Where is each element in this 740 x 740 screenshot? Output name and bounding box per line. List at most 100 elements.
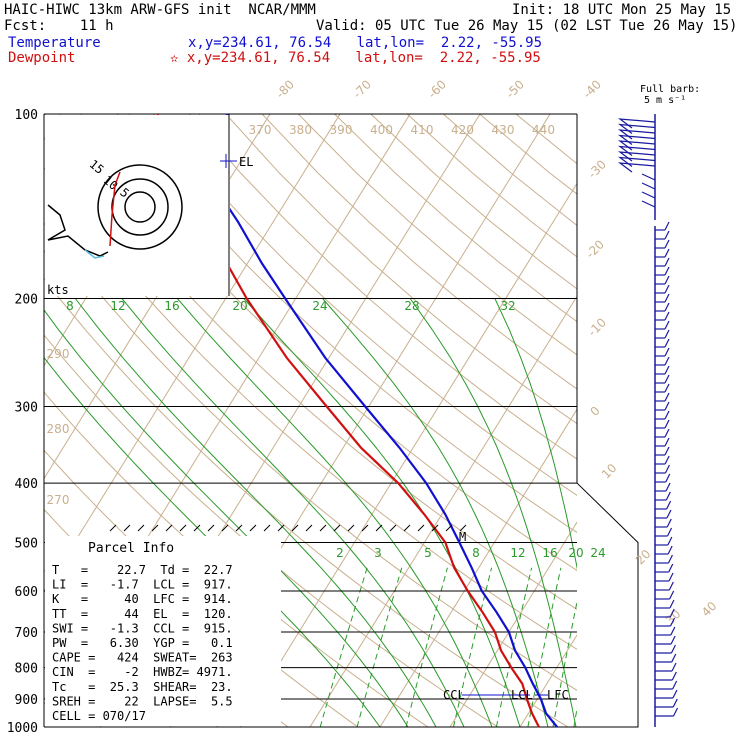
isotherm-line: [379, 408, 577, 727]
dry-adiabat-line: [80, 114, 577, 572]
header-line2-right: Valid: 05 UTC Tue 26 May 15 (02 LST Tue …: [316, 18, 738, 34]
dry-adiabat-line: [44, 277, 569, 727]
wind-barb-flag: [672, 698, 678, 708]
wind-barb-flag: [666, 500, 672, 510]
wind-barb-flag: [664, 320, 670, 330]
isotherm-label: -30: [585, 157, 609, 181]
freezing-level-hatch: [207, 524, 215, 532]
wind-barb-flag: [667, 536, 673, 546]
isotherm-line: [309, 295, 577, 727]
mixing-ratio-label: 2: [336, 546, 344, 560]
freezing-level-hatch: [249, 524, 257, 532]
wind-barb: [641, 200, 656, 208]
barb-scale-label: Full barb:: [640, 84, 701, 95]
isotherm-line: [44, 114, 341, 593]
freezing-level-hatch: [375, 524, 383, 532]
isotherm-label: -20: [583, 237, 607, 261]
freezing-level-hatch: [109, 524, 117, 532]
wind-barb-flag: [672, 680, 678, 690]
dry-adiabat-line: [152, 114, 577, 496]
isotherm-label: 40: [699, 599, 720, 620]
wind-barb-flag: [671, 653, 677, 663]
freezing-level-hatch: [305, 524, 313, 532]
hodograph-trace-mid: [47, 204, 109, 257]
wind-barb-flag: [669, 608, 675, 618]
temperature-profile: [196, 113, 558, 728]
freezing-level-hatch: [221, 524, 229, 532]
theta-label: 430: [492, 123, 515, 137]
theta-label: 420: [451, 123, 474, 137]
theta-label: 270: [47, 493, 70, 507]
wind-barb-flag: [664, 302, 670, 312]
hodograph-background: [45, 115, 230, 296]
pressure-label-800: 800: [15, 662, 38, 677]
wind-barb-column: [617, 114, 679, 727]
dry-adiabat-line: [479, 114, 577, 195]
wind-barb-flag: [664, 365, 670, 375]
wind-barb-flag: [670, 644, 676, 654]
melting-level-label: M: [459, 530, 466, 544]
theta-label: 370: [249, 123, 272, 137]
pressure-label-400: 400: [15, 477, 38, 492]
isotherm-label: -70: [350, 77, 374, 101]
moist-adiabat-label: 32: [500, 299, 515, 313]
ccl-label: CCL: [443, 688, 465, 702]
parcel-info-row: T = 22.7 Td = 22.7: [52, 563, 233, 577]
freezing-level-hatch: [179, 524, 187, 532]
mixing-ratio-line: [356, 567, 403, 727]
wind-barb-flag: [664, 347, 670, 357]
freezing-level-hatch: [445, 524, 453, 532]
header-line1-left: HAIC-HIWC 13km ARW-GFS init NCAR/MMM: [4, 2, 316, 18]
wind-barb-flag: [670, 635, 676, 645]
wind-barb-flag: [665, 482, 671, 492]
wind-barb-flag: [665, 491, 671, 501]
freezing-level-hatch: [403, 524, 411, 532]
wind-barb-flag: [670, 626, 676, 636]
wind-barb: [641, 191, 656, 199]
pressure-label-1000: 1000: [7, 721, 38, 736]
wind-barb: [641, 173, 656, 181]
el-label: EL: [239, 155, 253, 169]
freezing-level-hatch: [431, 524, 439, 532]
wind-barb-flag: [664, 329, 670, 339]
moist-adiabat-label: 24: [312, 299, 327, 313]
dry-adiabat-line: [116, 114, 577, 534]
parcel-info-row: PW = 6.30 YGP = 0.1: [52, 636, 233, 650]
hodograph-ring: [124, 191, 156, 223]
theta-label: 290: [47, 347, 70, 361]
wind-barb-flag: [667, 545, 673, 555]
parcel-info-row: LI = -1.7 LCL = 917.: [52, 578, 233, 592]
wind-barb-flag: [664, 428, 670, 438]
dry-adiabat-line: [189, 114, 577, 460]
wind-barb-flag: [664, 293, 670, 303]
parcel-info-row: CIN = -2 HWBZ= 4971.: [52, 665, 233, 679]
wind-barb-flag: [664, 248, 670, 258]
moist-adiabat-label: 20: [232, 299, 247, 313]
dry-adiabat-line: [406, 114, 577, 258]
theta-label: 400: [370, 123, 393, 137]
isotherm-label: 10: [599, 461, 620, 482]
moist-adiabat-label: 28: [404, 299, 419, 313]
wind-barb-flag: [664, 455, 670, 465]
pressure-label-700: 700: [15, 626, 38, 641]
theta-label: 410: [411, 123, 434, 137]
barb-scale-units: 5 m s⁻¹: [644, 95, 687, 106]
moist-adiabat-line: [243, 298, 521, 727]
parcel-info-title: Parcel Info: [88, 541, 174, 556]
freezing-level-hatch: [277, 524, 285, 532]
parcel-info-box: Parcel Info T = 22.7 Td = 22.7LI = -1.7 L…: [45, 536, 281, 726]
freezing-level-hatch: [235, 524, 243, 532]
wind-barb-flag: [664, 275, 670, 285]
wind-barb-flag: [669, 617, 676, 627]
parcel-info-row: CAPE = 424 SWEAT= 263: [52, 651, 233, 665]
dry-adiabat-line: [44, 222, 577, 691]
mixing-ratio-label: 16: [542, 546, 557, 560]
wind-barb-flag: [664, 239, 670, 249]
hodograph-ring: [111, 178, 169, 236]
mixing-ratio-label: 5: [424, 546, 432, 560]
wind-barb-flag: [664, 356, 670, 366]
wind-barb-flag: [664, 230, 670, 240]
wind-barb-flag: [671, 671, 677, 681]
pressure-label-900: 900: [15, 693, 38, 708]
